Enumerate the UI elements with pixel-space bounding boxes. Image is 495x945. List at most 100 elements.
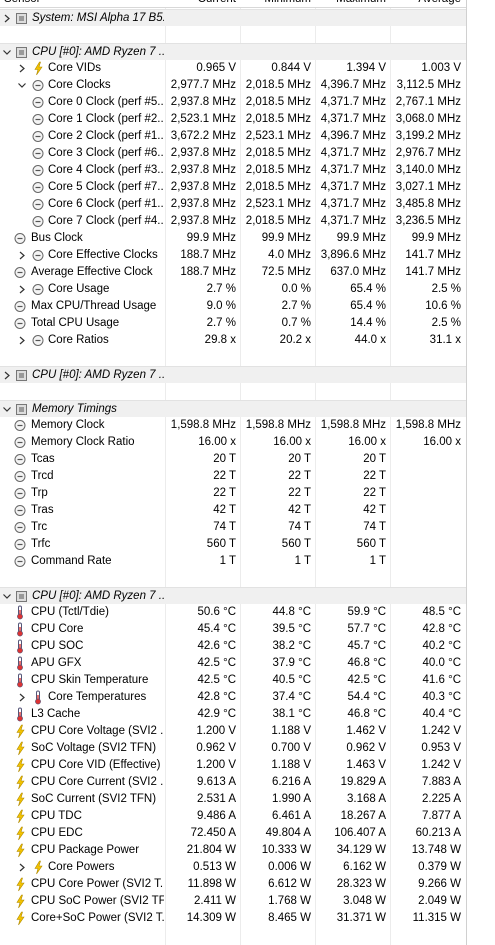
sensor-label: Tras: [31, 504, 54, 516]
sensor-row[interactable]: CPU SoC Power (SVI2 TFN) 2.411 W 1.768 W 3.…: [0, 893, 466, 910]
sensor-row[interactable]: Tras 42 T 42 T 42 T: [0, 502, 466, 519]
sensor-icon: [14, 420, 26, 431]
sensor-value: 0.0 %: [281, 283, 311, 295]
sensor-row[interactable]: Bus Clock 99.9 MHz 99.9 MHz 99.9 MHz 99.9 MH…: [0, 230, 466, 247]
sensor-value: 22 T: [363, 470, 386, 482]
sensor-row[interactable]: Core+SoC Power (SVI2 T... 14.309 W 8.465 W…: [0, 910, 466, 927]
sensor-row[interactable]: Tcas 20 T 20 T 20 T: [0, 451, 466, 468]
sensor-row[interactable]: Core Powers 0.513 W 0.006 W 6.162 W 0.379 W: [0, 859, 466, 876]
sensor-row[interactable]: Trfc 560 T 560 T 560 T: [0, 536, 466, 553]
sensor-row[interactable]: Core 5 Clock (perf #7... 2,937.8 MHz 2,018…: [0, 179, 466, 196]
sensor-icon: [14, 539, 26, 550]
expand-arrow[interactable]: [17, 60, 27, 77]
column-header[interactable]: Minimum: [240, 0, 311, 8]
group-row[interactable]: CPU [#0]: AMD Ryzen 7 ...: [0, 366, 466, 383]
expand-arrow[interactable]: [17, 281, 27, 298]
sensor-row[interactable]: Core Effective Clocks 188.7 MHz 4.0 MHz 3,8…: [0, 247, 466, 264]
sensor-row[interactable]: Trp 22 T 22 T 22 T: [0, 485, 466, 502]
sensor-row[interactable]: Trcd 22 T 22 T 22 T: [0, 468, 466, 485]
sensor-row[interactable]: Core 2 Clock (perf #1... 3,672.2 MHz 2,523…: [0, 128, 466, 145]
sensor-row[interactable]: Core 6 Clock (perf #1... 2,937.8 MHz 2,523…: [0, 196, 466, 213]
sensor-row[interactable]: SoC Current (SVI2 TFN) 2.531 A 1.990 A 3.16…: [0, 791, 466, 808]
expand-arrow[interactable]: [17, 77, 27, 94]
sensor-row[interactable]: CPU (Tctl/Tdie) 50.6 °C 44.8 °C 59.9 °C 48.5…: [0, 604, 466, 621]
sensor-row[interactable]: Core 3 Clock (perf #6... 2,937.8 MHz 2,018…: [0, 145, 466, 162]
sensor-value: 54.4 °C: [347, 691, 386, 703]
sensor-row[interactable]: Command Rate 1 T 1 T 1 T: [0, 553, 466, 570]
sensor-value: 65.4 %: [350, 283, 386, 295]
sensor-row[interactable]: CPU TDC 9.486 A 6.461 A 18.267 A 7.877 A: [0, 808, 466, 825]
sensor-row[interactable]: L3 Cache 42.9 °C 38.1 °C 46.8 °C 40.4 °C: [0, 706, 466, 723]
expand-arrow[interactable]: [17, 689, 27, 706]
expand-arrow[interactable]: [2, 44, 12, 61]
sensor-row[interactable]: Average Effective Clock 188.7 MHz 72.5 MHz…: [0, 264, 466, 281]
sensor-row[interactable]: Core 0 Clock (perf #5... 2,937.8 MHz 2,018…: [0, 94, 466, 111]
group-row[interactable]: Memory Timings: [0, 400, 466, 417]
sensor-row[interactable]: Core Temperatures 42.8 °C 37.4 °C 54.4 °C 40…: [0, 689, 466, 706]
column-divider: [315, 0, 316, 945]
sensor-value: 42.6 °C: [197, 640, 236, 652]
sensor-row[interactable]: Core Usage 2.7 % 0.0 % 65.4 % 2.5 %: [0, 281, 466, 298]
sensor-icon: [32, 148, 44, 159]
column-header[interactable]: Average: [390, 0, 461, 8]
sensor-row[interactable]: CPU Core Power (SVI2 T... 11.898 W 6.612 W…: [0, 876, 466, 893]
column-header[interactable]: Sensor: [4, 0, 40, 8]
sensor-row[interactable]: Memory Clock Ratio 16.00 x 16.00 x 16.00 x 1…: [0, 434, 466, 451]
expand-arrow[interactable]: [17, 859, 27, 876]
sensor-icon: [34, 61, 43, 76]
expand-arrow[interactable]: [2, 401, 12, 418]
sensor-icon: [35, 690, 41, 705]
sensor-row[interactable]: APU GFX 42.5 °C 37.9 °C 46.8 °C 40.0 °C: [0, 655, 466, 672]
sensor-row[interactable]: Core VIDs 0.965 V 0.844 V 1.394 V 1.003 V: [0, 60, 466, 77]
sensor-value: 42.5 °C: [347, 674, 386, 686]
sensor-value: 22 T: [288, 470, 311, 482]
sensor-value: 637.0 MHz: [330, 266, 386, 278]
column-header[interactable]: Maximum: [315, 0, 386, 8]
sensor-row[interactable]: Max CPU/Thread Usage 9.0 % 2.7 % 65.4 % 10.6…: [0, 298, 466, 315]
expand-arrow[interactable]: [2, 10, 12, 27]
sensor-row[interactable]: Core 1 Clock (perf #2... 2,523.1 MHz 2,018…: [0, 111, 466, 128]
sensor-row[interactable]: Total CPU Usage 2.7 % 0.7 % 14.4 % 2.5 %: [0, 315, 466, 332]
sensor-row[interactable]: SoC Voltage (SVI2 TFN) 0.962 V 0.700 V 0.96…: [0, 740, 466, 757]
sensor-row[interactable]: Core 4 Clock (perf #3... 2,937.8 MHz 2,018…: [0, 162, 466, 179]
sensor-row[interactable]: CPU Skin Temperature 42.5 °C 40.5 °C 42.5 °…: [0, 672, 466, 689]
sensor-row[interactable]: CPU Core Current (SVI2 ... 9.613 A 6.216 A…: [0, 774, 466, 791]
sensor-row[interactable]: Trc 74 T 74 T 74 T: [0, 519, 466, 536]
group-row[interactable]: System: MSI Alpha 17 B5...: [0, 9, 466, 26]
sensor-row[interactable]: Core Ratios 29.8 x 20.2 x 44.0 x 31.1 x: [0, 332, 466, 349]
sensor-row[interactable]: CPU Core Voltage (SVI2 ... 1.200 V 1.188 V…: [0, 723, 466, 740]
sensor-value: 188.7 MHz: [180, 249, 236, 261]
sensor-value: 2.049 W: [418, 895, 461, 907]
sensor-value: 2,018.5 MHz: [245, 215, 311, 227]
sensor-row[interactable]: CPU EDC 72.450 A 49.804 A 106.407 A 60.213 A: [0, 825, 466, 842]
sensor-value: 0.513 W: [193, 861, 236, 873]
sensor-label: L3 Cache: [31, 708, 81, 720]
sensor-row[interactable]: Core 7 Clock (perf #4... 2,937.8 MHz 2,018…: [0, 213, 466, 230]
sensor-icon: [32, 335, 44, 346]
group-row[interactable]: CPU [#0]: AMD Ryzen 7 ...: [0, 43, 466, 60]
sensor-value: 2,976.7 MHz: [395, 147, 461, 159]
expand-arrow[interactable]: [17, 332, 27, 349]
sensor-label: Memory Clock Ratio: [31, 436, 135, 448]
expand-arrow[interactable]: [2, 588, 12, 605]
sensor-value: 4,371.7 MHz: [320, 96, 386, 108]
column-header[interactable]: Current: [165, 0, 236, 8]
sensor-value: 2.5 %: [431, 317, 461, 329]
sensor-value: 3,672.2 MHz: [170, 130, 236, 142]
sensor-value: 4,396.7 MHz: [320, 130, 386, 142]
group-label: CPU [#0]: AMD Ryzen 7 ...: [32, 369, 164, 381]
sensor-row[interactable]: CPU Package Power 21.804 W 10.333 W 34.129 …: [0, 842, 466, 859]
sensor-icon: [16, 13, 27, 24]
expand-arrow[interactable]: [2, 367, 12, 384]
sensor-row[interactable]: CPU SOC 42.6 °C 38.2 °C 45.7 °C 40.2 °C: [0, 638, 466, 655]
sensor-row[interactable]: Memory Clock 1,598.8 MHz 1,598.8 MHz 1,598.…: [0, 417, 466, 434]
sensor-icon: [16, 843, 25, 858]
sensor-row[interactable]: CPU Core VID (Effective) 1.200 V 1.188 V 1.…: [0, 757, 466, 774]
sensor-row[interactable]: Core Clocks 2,977.7 MHz 2,018.5 MHz 4,396.7…: [0, 77, 466, 94]
sensor-value: 42.8 °C: [197, 691, 236, 703]
group-row[interactable]: CPU [#0]: AMD Ryzen 7 ...: [0, 587, 466, 604]
sensor-value: 4,371.7 MHz: [320, 113, 386, 125]
column-divider: [466, 0, 467, 945]
expand-arrow[interactable]: [17, 247, 27, 264]
sensor-row[interactable]: CPU Core 45.4 °C 39.5 °C 57.7 °C 42.8 °C: [0, 621, 466, 638]
